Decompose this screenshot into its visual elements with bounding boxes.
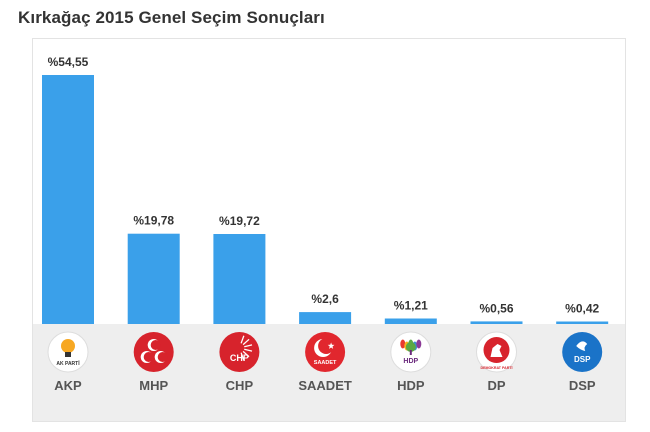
saadet-logo-text: SAADET xyxy=(314,360,337,366)
chp-logo-text: CHP xyxy=(230,353,249,363)
party-label-dsp: DSP xyxy=(569,378,596,393)
party-label-mhp: MHP xyxy=(139,378,168,393)
value-label-mhp: %19,78 xyxy=(133,214,174,228)
dp-horse-logo-icon: DEMOKRAT PARTİ xyxy=(476,331,517,373)
dsp-logo-text: DSP xyxy=(574,355,591,364)
hdp-logo-text: HDP xyxy=(403,358,418,365)
dsp-dove-logo-icon: DSP xyxy=(562,332,603,372)
mhp-crescents-logo-icon xyxy=(133,332,174,372)
saadet-crescent-star-logo-icon: SAADET xyxy=(305,332,346,372)
bar-mhp xyxy=(127,233,180,324)
bar-chp xyxy=(213,234,266,324)
value-label-akp: %54,55 xyxy=(48,55,89,69)
akp-logo-text: AK PARTİ xyxy=(56,360,80,367)
bar-akp xyxy=(42,75,94,324)
value-label-hdp: %1,21 xyxy=(394,299,428,313)
party-label-chp: CHP xyxy=(226,378,254,393)
hdp-tree-logo-icon: HDP xyxy=(390,331,432,373)
bar-dp xyxy=(470,321,523,324)
value-label-dsp: %0,42 xyxy=(565,302,599,316)
party-label-saadet: SAADET xyxy=(298,378,352,393)
bar-saadet xyxy=(299,312,352,324)
value-label-dp: %0,56 xyxy=(479,301,513,315)
dp-logo-text: DEMOKRAT PARTİ xyxy=(480,366,512,370)
party-label-dp: DP xyxy=(487,378,505,393)
party-label-hdp: HDP xyxy=(397,378,425,393)
value-label-saadet: %2,6 xyxy=(311,292,339,306)
akp-bulb-logo-icon: AK PARTİ xyxy=(47,331,89,373)
chart-title: Kırkağaç 2015 Genel Seçim Sonuçları xyxy=(18,8,325,27)
chp-arrows-logo-icon: CHP xyxy=(219,332,260,372)
bar-hdp xyxy=(384,318,437,324)
value-label-chp: %19,72 xyxy=(219,214,260,228)
bar-dsp xyxy=(556,321,609,324)
party-label-akp: AKP xyxy=(54,378,82,393)
